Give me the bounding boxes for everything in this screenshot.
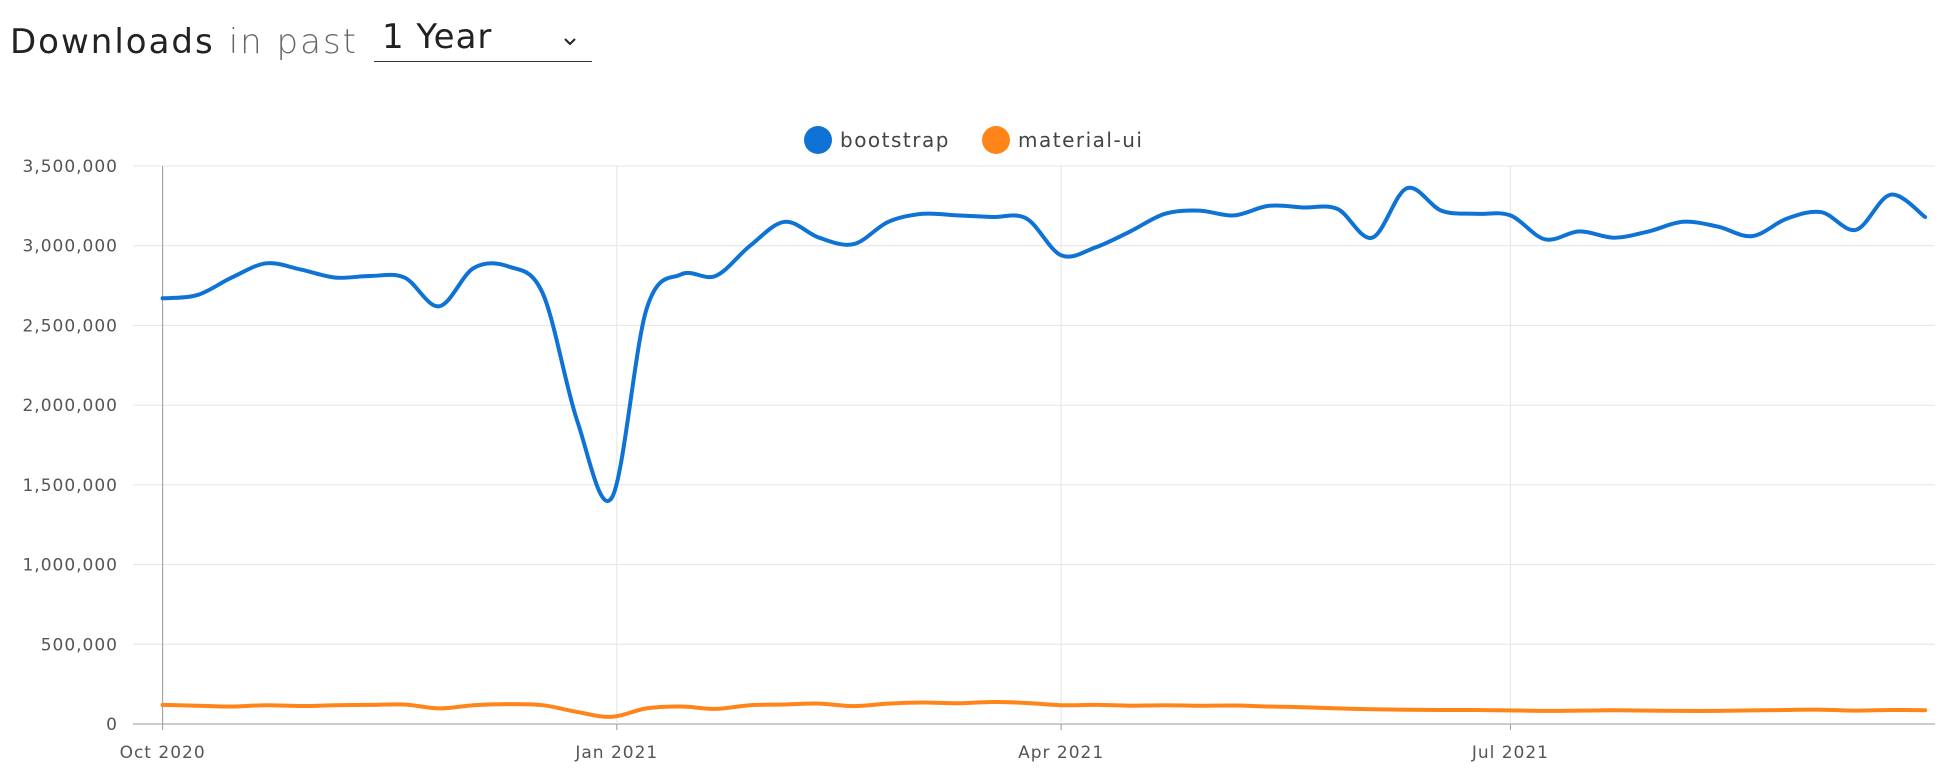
in-past-label: in past (228, 22, 358, 62)
y-tick-label: 2,000,000 (22, 396, 118, 416)
legend-marker-material-ui[interactable] (982, 126, 1010, 154)
x-tick-label: Apr 2021 (1018, 743, 1104, 763)
series-line-bootstrap (160, 185, 1928, 503)
x-tick-label: Oct 2020 (120, 743, 206, 763)
chevron-down-icon (564, 38, 576, 46)
legend-label-bootstrap[interactable]: bootstrap (840, 128, 950, 152)
y-tick-label: 3,500,000 (22, 157, 118, 177)
legend-marker-bootstrap[interactable] (804, 126, 832, 154)
legend-label-material-ui[interactable]: material-ui (1018, 128, 1143, 152)
x-tick-label: Jan 2021 (574, 743, 658, 763)
x-tick-label: Jul 2021 (1471, 743, 1549, 763)
series-line-material-ui (160, 699, 1928, 719)
y-tick-label: 1,000,000 (22, 556, 118, 576)
y-tick-label: 2,500,000 (22, 316, 118, 336)
downloads-title: Downloads (10, 22, 215, 62)
y-tick-label: 0 (106, 715, 118, 735)
period-value: 1 Year (381, 17, 493, 57)
y-tick-label: 500,000 (41, 635, 118, 655)
y-tick-label: 1,500,000 (22, 476, 118, 496)
period-select[interactable]: 1 Year (373, 13, 592, 62)
chart-header: Downloads in past 1 Year (10, 12, 592, 62)
y-tick-label: 3,000,000 (22, 237, 118, 257)
